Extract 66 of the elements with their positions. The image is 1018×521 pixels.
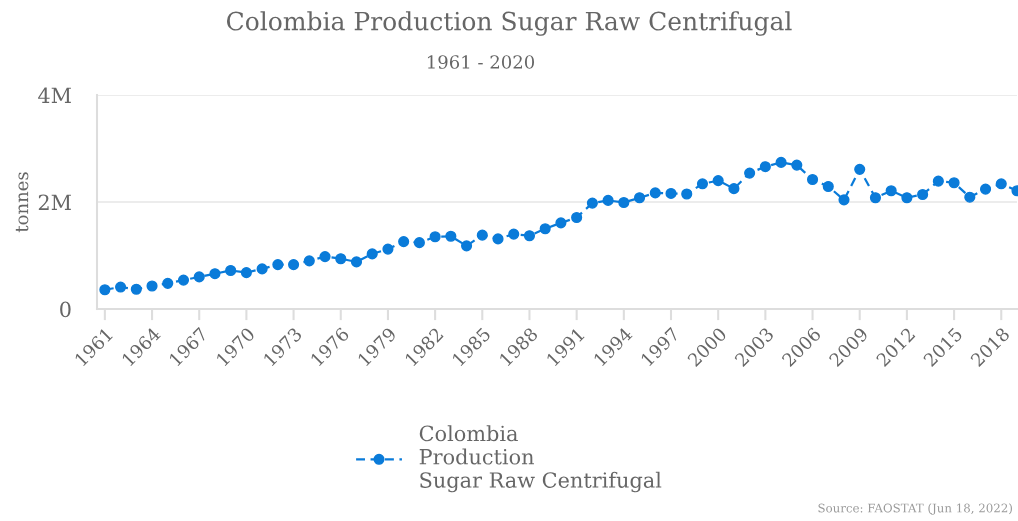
source-note: Source: FAOSTAT (Jun 18, 2022)	[818, 503, 1012, 515]
point	[901, 192, 913, 204]
point	[539, 223, 551, 235]
point	[917, 188, 929, 201]
point	[806, 173, 819, 186]
point	[303, 255, 315, 267]
point	[791, 159, 803, 171]
point	[476, 229, 488, 241]
point	[130, 283, 142, 295]
point	[822, 180, 834, 193]
y-tick-label: 0	[60, 301, 71, 318]
point	[209, 268, 221, 280]
point	[586, 197, 598, 209]
point	[225, 264, 237, 277]
point	[838, 194, 850, 206]
point	[240, 267, 252, 279]
chart-title: Colombia Production Sugar Raw Centrifugal	[227, 11, 792, 36]
chart-subtitle: 1961 - 2020	[427, 55, 535, 69]
point	[696, 178, 709, 190]
point	[932, 175, 944, 187]
point	[712, 175, 724, 187]
point	[948, 177, 960, 189]
point	[602, 194, 614, 206]
point	[649, 187, 661, 199]
point	[995, 178, 1007, 190]
point	[146, 280, 158, 292]
point	[350, 256, 363, 268]
point	[335, 253, 347, 265]
point	[775, 156, 787, 168]
point	[681, 188, 693, 200]
point	[429, 231, 441, 243]
point	[492, 233, 504, 245]
point	[979, 183, 992, 195]
point	[99, 284, 111, 296]
point	[665, 187, 677, 199]
point	[964, 191, 976, 203]
y-tick-label: 2M	[38, 194, 71, 210]
point	[508, 228, 520, 240]
point	[523, 230, 536, 242]
point	[115, 281, 127, 293]
point	[869, 192, 882, 204]
point	[461, 240, 473, 252]
point	[885, 185, 897, 197]
y-axis-title: tonnes	[15, 172, 29, 233]
point	[319, 251, 331, 263]
point	[177, 274, 190, 286]
point	[555, 217, 567, 229]
point	[413, 237, 425, 249]
point	[398, 236, 410, 248]
point	[618, 196, 630, 209]
point	[193, 271, 205, 283]
legend-label: Colombia Production Sugar Raw Centrifugal	[419, 425, 662, 493]
point	[633, 192, 646, 204]
point	[854, 163, 866, 175]
point	[162, 277, 174, 289]
point	[571, 211, 583, 224]
point	[366, 248, 378, 260]
point	[445, 230, 457, 242]
point	[759, 161, 771, 173]
point	[256, 263, 268, 275]
point	[272, 259, 284, 271]
point	[288, 259, 300, 271]
point	[382, 243, 394, 255]
y-tick-label: 4M	[38, 87, 71, 103]
point	[728, 183, 740, 195]
point	[744, 167, 756, 179]
